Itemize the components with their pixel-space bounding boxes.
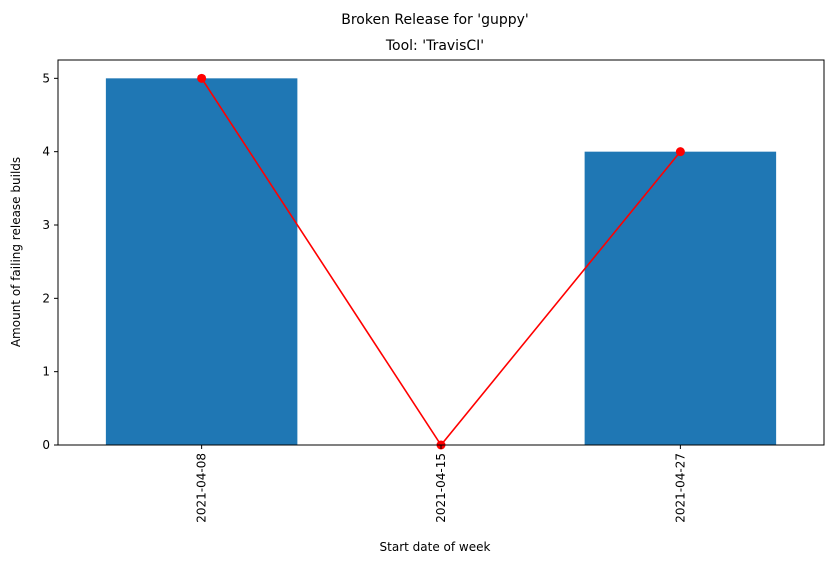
- y-tick-label: 2: [42, 291, 50, 305]
- x-tick-label: 2021-04-15: [434, 453, 448, 523]
- y-axis: 0 1 2 3 4 5: [42, 71, 58, 452]
- y-tick-label: 5: [42, 71, 50, 85]
- chart-subtitle: Tool: 'TravisCI': [385, 38, 484, 54]
- y-tick-label: 3: [42, 218, 50, 232]
- x-tick-label: 2021-04-08: [195, 453, 209, 523]
- bars-group: [105, 78, 777, 445]
- bar-2021-04-27: [584, 151, 777, 445]
- y-tick-label: 4: [42, 145, 50, 159]
- bar-2021-04-08: [105, 78, 298, 445]
- line-point-2021-04-08: [197, 73, 207, 83]
- chart-title: Broken Release for 'guppy': [341, 12, 529, 28]
- y-tick-label: 1: [42, 365, 50, 379]
- x-axis-label: Start date of week: [380, 540, 491, 554]
- y-axis-label: Amount of failing release builds: [9, 157, 23, 347]
- x-axis: 2021-04-08 2021-04-15 2021-04-27: [195, 445, 687, 523]
- x-tick-label: 2021-04-27: [673, 453, 687, 523]
- y-tick-label: 0: [42, 438, 50, 452]
- plot-frame: [57, 59, 825, 446]
- line-point-2021-04-27: [675, 147, 685, 157]
